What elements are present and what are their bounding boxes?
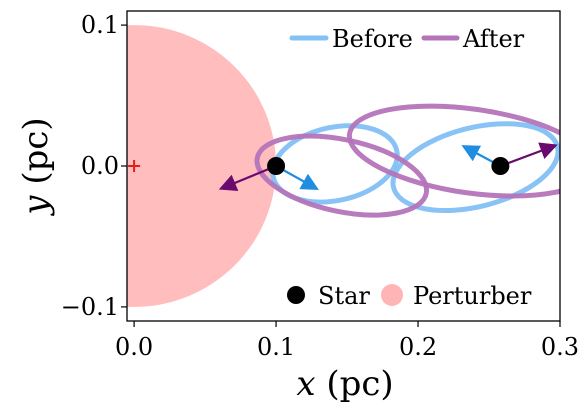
y-tick-label: 0.0 <box>81 152 119 180</box>
x-tick-label: 0.0 <box>115 333 153 361</box>
orbit-after-2 <box>346 103 560 199</box>
orbit-before-1 <box>270 123 400 205</box>
ticks-layer: 0.0 0.1 0.2 0.3 −0.1 0.0 0.1 <box>61 11 579 361</box>
y-tick-label: −0.1 <box>61 293 119 321</box>
x-axis-label: x (pc) <box>296 364 393 404</box>
perturber-layer <box>127 25 277 307</box>
y-axis-label: y (pc) <box>16 117 56 216</box>
legend-top: Before After <box>289 25 525 53</box>
orbit-after-1 <box>254 133 430 218</box>
orbits-layer <box>254 103 560 218</box>
velocity-after-arrow-1 <box>218 164 277 191</box>
legend-star-marker <box>287 286 305 304</box>
star-2 <box>491 157 510 175</box>
x-tick-label: 0.2 <box>399 333 437 361</box>
plot-area <box>127 25 560 307</box>
legend-bottom: Star Perturber <box>287 282 532 310</box>
legend-perturber-marker <box>381 284 403 306</box>
stars-layer <box>267 157 510 175</box>
x-tick-label: 0.1 <box>257 333 295 361</box>
star-1 <box>267 157 286 175</box>
perturber-disk <box>127 25 277 307</box>
x-tick-label: 0.3 <box>541 333 579 361</box>
velocity-after-arrow-2 <box>499 142 558 168</box>
y-tick-label: 0.1 <box>81 11 119 39</box>
legend-perturber-label: Perturber <box>413 282 532 310</box>
legend-star-label: Star <box>318 282 370 310</box>
legend-before-label: Before <box>332 25 413 53</box>
legend-after-label: After <box>462 25 525 53</box>
